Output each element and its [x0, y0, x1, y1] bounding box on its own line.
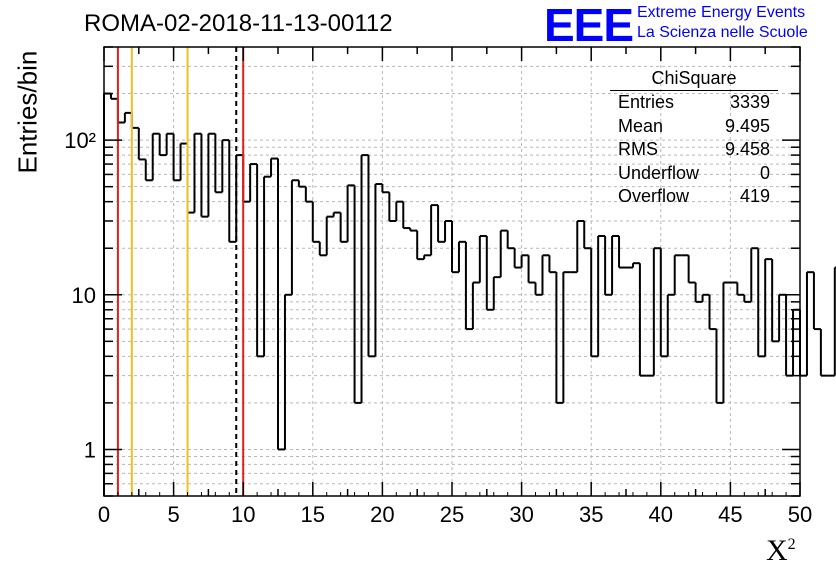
chart-title: ROMA-02-2018-11-13-00112 — [84, 10, 393, 37]
stats-label: Mean — [618, 115, 664, 136]
y-tick-label: 10 — [72, 283, 96, 308]
stats-value: 0 — [759, 162, 770, 183]
x-tick-label: 20 — [370, 502, 394, 527]
eee-logo: EEE — [544, 0, 634, 51]
x-tick-label: 15 — [301, 502, 325, 527]
x-tick-label: 0 — [98, 502, 110, 527]
x-tick-label: 10 — [231, 502, 255, 527]
x-tick-label: 50 — [788, 502, 812, 527]
reference-lines — [116, 47, 245, 496]
x-tick-label: 35 — [579, 502, 603, 527]
stats-value: 9.495 — [724, 115, 770, 136]
x-tick-label: 40 — [649, 502, 673, 527]
stats-value: 419 — [739, 186, 770, 206]
brand-line-2: La Scienza nelle Scuole — [637, 24, 808, 41]
stats-box-title: ChiSquare — [610, 66, 778, 91]
stats-value: 3339 — [729, 92, 770, 112]
brand-line-1: Extreme Energy Events — [637, 4, 806, 21]
stats-row-mean: Mean 9.495 — [610, 115, 778, 139]
x-axis-label: X2 — [766, 534, 796, 568]
stats-label: Underflow — [618, 162, 700, 183]
y-axis-label: Entries/bin — [12, 50, 43, 174]
stats-label: Entries — [618, 92, 675, 112]
y-tick-label: 10² — [64, 128, 96, 153]
x-tick-label: 5 — [167, 502, 179, 527]
stats-label: RMS — [618, 139, 658, 159]
x-tick-label: 45 — [718, 502, 742, 527]
stats-value: 9.458 — [724, 139, 770, 159]
stats-box: ChiSquare Entries 3339 Mean 9.495 RMS 9.458… — [610, 66, 778, 209]
x-tick-label: 30 — [509, 502, 533, 527]
stats-row-overflow: Overflow 419 — [610, 185, 778, 209]
x-axis-label-sup: 2 — [787, 536, 796, 553]
stats-row-entries: Entries 3339 — [610, 91, 778, 115]
y-tick-label: 1 — [84, 437, 96, 462]
stats-row-rms: RMS 9.458 — [610, 138, 778, 162]
stats-row-underflow: Underflow 0 — [610, 162, 778, 186]
x-axis-label-base: X — [766, 534, 788, 567]
x-tick-label: 25 — [440, 502, 464, 527]
axis-ticks: 0 5 10 15 20 25 30 35 40 45 50 1 10 10² — [64, 46, 812, 527]
stats-label: Overflow — [618, 186, 690, 206]
